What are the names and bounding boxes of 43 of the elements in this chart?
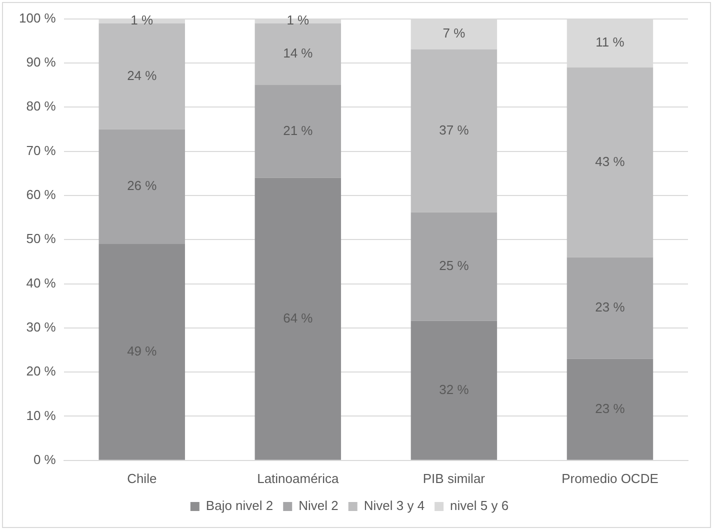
y-tick-label: 30 % <box>26 320 56 334</box>
data-label: 26 % <box>127 178 158 194</box>
y-tick-label: 80 % <box>26 98 56 114</box>
bar <box>410 212 498 321</box>
data-label: 11 % <box>596 34 625 50</box>
y-tick-label: 50 % <box>26 231 56 246</box>
x-tick-label: PIB similar <box>422 470 486 486</box>
legend-label: nivel 5 y 6 <box>450 498 509 514</box>
bar <box>410 49 498 212</box>
y-tick-label: 60 % <box>26 187 56 202</box>
bar <box>566 358 654 460</box>
bar <box>254 178 342 460</box>
bar <box>254 23 342 86</box>
bar <box>566 67 654 258</box>
data-label: 43 % <box>595 154 626 169</box>
y-tick-label: 100 % <box>18 10 56 26</box>
data-label: 14 % <box>283 46 314 61</box>
y-tick-label: 90 % <box>26 54 56 70</box>
legend-label: Nivel 3 y 4 <box>364 498 425 514</box>
y-tick-label: 20 % <box>26 364 56 379</box>
x-tick-label: Promedio OCDE <box>562 470 659 486</box>
x-tick-label: Latinoamérica <box>257 470 340 486</box>
bar <box>410 320 498 460</box>
legend-label: Nivel 2 <box>298 498 338 514</box>
data-label: 24 % <box>127 68 158 83</box>
bar <box>566 257 654 359</box>
legend-label: Bajo nivel 2 <box>206 498 274 514</box>
bar <box>98 244 185 460</box>
data-label: 1 % <box>130 12 154 28</box>
bar <box>98 129 185 244</box>
data-label: 23 % <box>595 300 626 315</box>
data-label: 1 % <box>286 12 310 28</box>
y-tick-label: 0 % <box>33 452 56 467</box>
y-tick-label: 10 % <box>26 408 56 423</box>
data-label: 7 % <box>442 26 466 41</box>
y-tick-label: 40 % <box>26 275 56 290</box>
data-label: 25 % <box>439 258 470 274</box>
bar <box>98 23 185 130</box>
data-label: 37 % <box>439 122 470 138</box>
data-label: 21 % <box>283 122 314 138</box>
y-tick-label: 70 % <box>26 142 56 158</box>
bar <box>254 85 342 178</box>
x-tick-label: Chile <box>127 470 157 486</box>
